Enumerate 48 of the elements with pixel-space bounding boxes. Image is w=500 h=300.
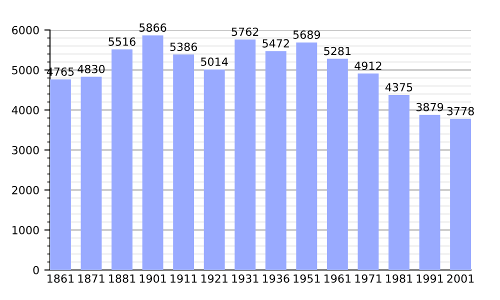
bar	[265, 51, 286, 270]
data-label: 4912	[354, 62, 382, 70]
x-tick-label: 1871	[78, 274, 104, 283]
x-tick-label: 1971	[355, 274, 382, 283]
y-tick-label: 5000	[12, 66, 39, 74]
y-tick-label: 2000	[12, 186, 39, 194]
y-tick-label: 1000	[12, 226, 39, 234]
bar	[450, 118, 471, 270]
x-tick-label: 1881	[109, 274, 136, 283]
y-tick-label: 6000	[12, 26, 39, 34]
bar	[234, 40, 256, 270]
x-tick-label: 2001	[447, 274, 474, 283]
data-label: 4830	[78, 64, 105, 74]
data-label: 5866	[140, 23, 166, 32]
bar	[358, 74, 379, 270]
y-tick-label: 4000	[12, 106, 39, 114]
bar	[50, 79, 71, 270]
data-label: 3778	[447, 106, 474, 116]
bar	[142, 35, 164, 270]
data-label: 5281	[324, 46, 351, 56]
bar	[80, 76, 102, 270]
x-tick-label: 1961	[324, 274, 351, 283]
x-tick-label: 1911	[170, 274, 197, 283]
y-tick-label: 0	[33, 266, 39, 274]
bar	[173, 54, 194, 270]
bar	[419, 114, 440, 270]
x-tick-label: 1921	[201, 274, 228, 283]
x-tick-label: 1936	[262, 274, 290, 283]
y-tick-label: 3000	[12, 146, 39, 154]
data-label: 5762	[232, 28, 258, 36]
x-tick-label: 1901	[140, 274, 166, 283]
bar	[326, 58, 348, 270]
x-tick-label: 1951	[294, 274, 320, 283]
data-label: 5386	[170, 42, 197, 52]
x-tick-label: 1861	[48, 274, 74, 283]
data-label: 5472	[262, 39, 289, 48]
x-tick-label: 1991	[416, 274, 443, 283]
bar	[296, 42, 318, 270]
data-label: 4375	[385, 83, 412, 92]
data-label: 5689	[293, 30, 320, 39]
data-label: 3879	[416, 102, 444, 112]
data-label: 5014	[201, 57, 228, 66]
bar	[388, 95, 410, 270]
data-label: 5516	[108, 37, 136, 46]
bar	[204, 69, 225, 270]
bar	[112, 49, 132, 270]
x-tick-label: 1931	[232, 274, 258, 283]
x-tick-label: 1981	[386, 274, 412, 283]
